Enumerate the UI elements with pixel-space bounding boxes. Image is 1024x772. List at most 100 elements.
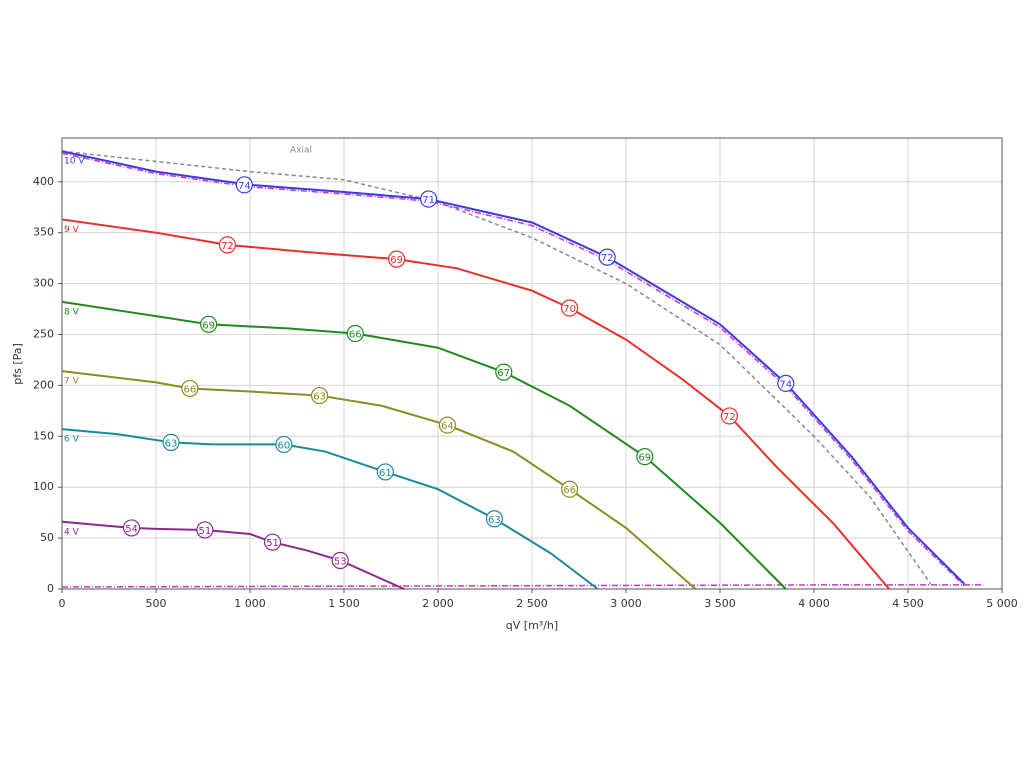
series-line [61,584,984,588]
curve-marker: 63 [310,386,329,405]
marker-label: 69 [202,320,215,331]
series-line [61,152,965,587]
marker-label: 66 [563,485,576,496]
marker-label: 54 [125,524,138,535]
marker-circle [636,448,654,466]
marker-label: 66 [349,329,362,340]
series-line [61,150,966,585]
marker-circle [485,510,503,528]
x-tick-label: 2 500 [516,597,548,610]
marker-circle [720,407,739,425]
curve-marker: 63 [485,510,503,528]
marker-circle [181,379,199,398]
curve-marker: 66 [560,480,579,498]
curve-marker: 51 [196,521,214,539]
marker-label: 67 [497,368,510,379]
marker-label: 74 [238,181,251,192]
marker-circle [560,299,579,317]
curve-marker: 66 [346,324,364,343]
marker-label: 63 [488,515,501,526]
marker-circle [263,533,282,551]
marker-label: 51 [266,538,279,549]
curve-marker: 64 [438,416,456,434]
marker-circle [560,480,579,498]
series-label: 10 V [64,157,85,167]
y-tick-label: 400 [33,175,54,188]
y-axis-label: pfs [Pa] [11,343,24,385]
series-line [61,428,599,590]
y-tick-label: 150 [33,429,54,442]
marker-circle [346,324,364,343]
marker-label: 64 [441,421,454,432]
y-tick-label: 300 [33,277,54,290]
curve-marker: 60 [275,435,293,454]
marker-label: 69 [390,255,403,266]
curve-marker: 72 [598,248,616,266]
marker-label: 74 [779,379,792,390]
marker-circle [331,551,349,570]
series-line [61,150,932,585]
marker-label: 72 [723,412,736,423]
curve-marker: 69 [200,315,218,333]
series-line [61,300,787,590]
marker-circle [162,433,180,451]
curve-marker: 54 [122,519,141,537]
marker-label: 72 [221,241,234,252]
marker-circle [438,416,456,434]
series-label: 7 V [64,377,80,387]
marker-label: 61 [379,468,392,479]
curve-marker: 66 [181,379,199,398]
series-label: 8 V [64,307,80,317]
marker-circle [388,250,406,268]
marker-circle [420,190,438,208]
curve-marker: 51 [263,533,282,551]
x-tick-label: 0 [59,597,66,610]
curve-marker: 72 [218,236,237,254]
plot-frame [61,137,1003,590]
marker-label: 51 [199,526,212,537]
marker-circle [200,315,218,333]
x-tick-label: 2 000 [422,597,454,610]
curve-marker: 67 [495,363,513,381]
x-tick-label: 500 [146,597,167,610]
x-tick-label: 1 000 [234,597,266,610]
marker-circle [122,519,141,537]
marker-label: 70 [563,304,576,315]
marker-circle [598,248,616,266]
marker-circle [218,236,237,254]
marker-label: 60 [277,440,290,451]
curve-marker: 61 [376,463,394,481]
marker-label: 69 [638,453,651,464]
marker-circle [376,463,394,481]
curve-marker: 74 [235,176,253,194]
marker-label: 53 [334,556,347,567]
curve-marker: 72 [720,407,739,425]
x-tick-label: 4 000 [798,597,830,610]
y-tick-label: 0 [47,582,54,595]
y-tick-label: 250 [33,327,54,340]
series-line [61,370,697,590]
marker-circle [235,176,253,194]
curve-marker: 63 [162,433,180,451]
marker-label: 71 [422,195,435,206]
curve-marker: 69 [388,250,406,268]
curve-marker: 71 [420,190,438,208]
marker-circle [310,386,329,405]
y-tick-label: 100 [33,480,54,493]
x-tick-label: 1 500 [328,597,360,610]
marker-label: 63 [313,392,326,403]
x-tick-label: 3 500 [704,597,736,610]
marker-label: 66 [183,384,196,395]
curve-marker: 69 [636,448,654,466]
series-label: 9 V [64,225,80,235]
marker-label: 63 [165,438,178,449]
x-tick-label: 3 000 [610,597,642,610]
curve-marker: 70 [560,299,579,317]
y-tick-label: 200 [33,378,54,391]
series-label: 4 V [64,527,80,537]
y-tick-label: 50 [40,531,54,544]
series-label: Axial [290,146,312,156]
marker-circle [196,521,214,539]
series-label: 6 V [64,435,80,445]
